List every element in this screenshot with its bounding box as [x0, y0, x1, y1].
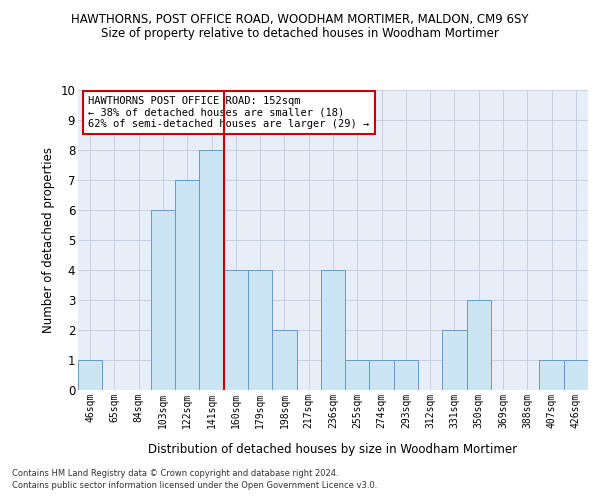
Bar [345, 360, 370, 390]
Bar [248, 270, 272, 390]
Bar [224, 270, 248, 390]
Bar [151, 210, 175, 390]
Bar [321, 270, 345, 390]
Bar [564, 360, 588, 390]
Bar [394, 360, 418, 390]
Bar [199, 150, 224, 390]
Bar [78, 360, 102, 390]
Bar [175, 180, 199, 390]
Y-axis label: Number of detached properties: Number of detached properties [42, 147, 55, 333]
Bar [467, 300, 491, 390]
Bar [539, 360, 564, 390]
Text: HAWTHORNS POST OFFICE ROAD: 152sqm
← 38% of detached houses are smaller (18)
62%: HAWTHORNS POST OFFICE ROAD: 152sqm ← 38%… [88, 96, 370, 129]
Bar [370, 360, 394, 390]
Text: Size of property relative to detached houses in Woodham Mortimer: Size of property relative to detached ho… [101, 28, 499, 40]
Text: Contains public sector information licensed under the Open Government Licence v3: Contains public sector information licen… [12, 481, 377, 490]
Text: HAWTHORNS, POST OFFICE ROAD, WOODHAM MORTIMER, MALDON, CM9 6SY: HAWTHORNS, POST OFFICE ROAD, WOODHAM MOR… [71, 12, 529, 26]
Text: Distribution of detached houses by size in Woodham Mortimer: Distribution of detached houses by size … [148, 442, 518, 456]
Text: Contains HM Land Registry data © Crown copyright and database right 2024.: Contains HM Land Registry data © Crown c… [12, 468, 338, 477]
Bar [272, 330, 296, 390]
Bar [442, 330, 467, 390]
